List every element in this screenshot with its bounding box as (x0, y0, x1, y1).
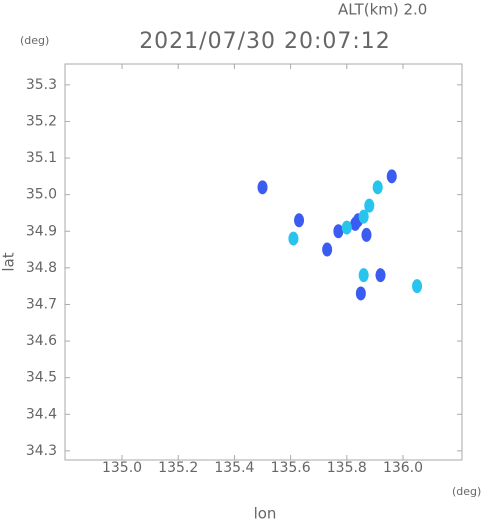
y-axis-label: lat (0, 252, 18, 271)
plot-frame (64, 63, 463, 461)
x-tick-label: 135.8 (327, 460, 367, 476)
echo (257, 180, 268, 195)
y-tick-label: 34.6 (26, 333, 57, 349)
echo (333, 224, 344, 239)
y-tick-label: 34.7 (26, 296, 57, 312)
echo (412, 279, 423, 294)
altitude-label: ALT(km) 2.0 (338, 1, 427, 19)
y-tick-label: 34.4 (26, 406, 57, 422)
x-tick-label: 135.2 (158, 460, 198, 476)
echo (358, 209, 369, 224)
echo (358, 268, 369, 283)
y-unit: (deg) (20, 34, 49, 47)
y-tick-label: 34.9 (26, 223, 57, 239)
echo (294, 213, 305, 228)
echo (288, 231, 299, 246)
x-tick-label: 135.4 (214, 460, 254, 476)
y-tick-label: 34.8 (26, 260, 57, 276)
y-tick-label: 35.2 (26, 113, 57, 129)
x-axis-label: lon (254, 505, 277, 522)
echo (341, 220, 352, 235)
echo (386, 169, 397, 184)
echo (364, 198, 375, 213)
x-tick-label: 136.0 (383, 460, 423, 476)
x-unit: (deg) (452, 485, 481, 498)
echo (322, 242, 333, 257)
echo (372, 180, 383, 195)
y-tick-label: 34.5 (26, 370, 57, 386)
echo (361, 227, 372, 242)
echo (375, 268, 386, 283)
y-tick-label: 35.3 (26, 77, 57, 93)
y-tick-label: 34.3 (26, 443, 57, 459)
x-tick-label: 135.0 (102, 460, 142, 476)
y-tick-label: 35.0 (26, 187, 57, 203)
x-tick-label: 135.6 (271, 460, 311, 476)
echo (355, 286, 366, 301)
chart-title: 2021/07/30 20:07:12 (139, 29, 391, 54)
y-tick-label: 35.1 (26, 150, 57, 166)
